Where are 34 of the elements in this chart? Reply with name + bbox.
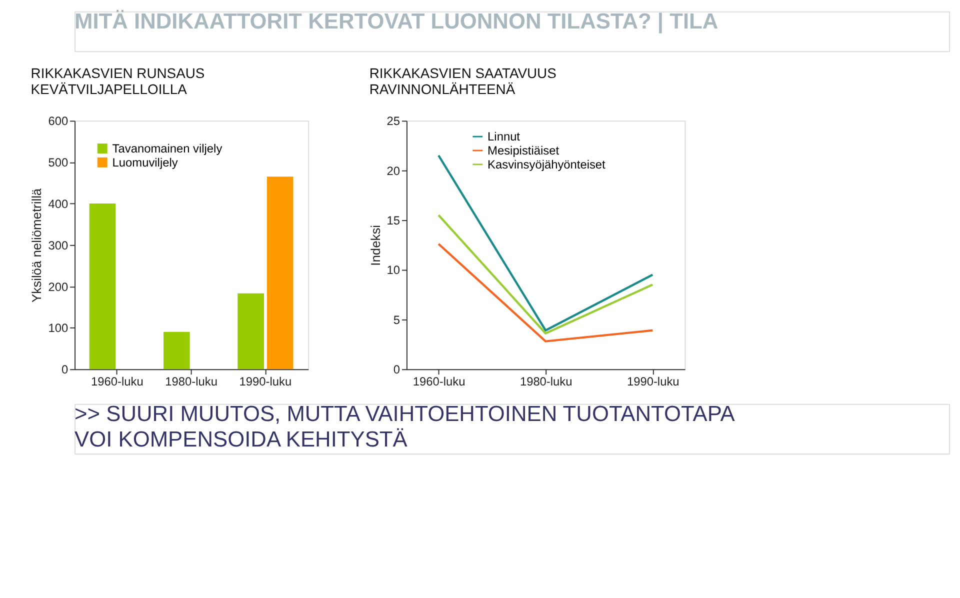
legend-label: Linnut bbox=[488, 130, 521, 144]
y-tick-label: 400 bbox=[48, 196, 68, 211]
x-tick-label: 1980-luku bbox=[165, 374, 218, 389]
x-tick-label: 1960-luku bbox=[412, 374, 466, 389]
x-tick-label: 1990-luku bbox=[626, 374, 680, 389]
chart-title: RIKKAKASVIEN RUNSAUS KEVÄTVILJAPELLOILLA bbox=[30, 64, 205, 97]
legend-label: Kasvinsyöjähyönteiset bbox=[488, 157, 606, 172]
y-tick-label: 0 bbox=[393, 362, 400, 377]
y-tick-label: 5 bbox=[393, 312, 400, 327]
y-tick-label: 10 bbox=[386, 263, 400, 278]
text: >> SUURI MUUTOS, MUTTA VAIHTOEHTOINEN TUOTANTOTAPA VOI KOMPENSOIDA KEHITYSTÄ bbox=[74, 400, 736, 452]
x-tick-label: 1990-luku bbox=[239, 374, 292, 389]
chart-title: RIKKAKASVIEN SAATAVUUS RAVINNONLÄHTEENÄ bbox=[369, 64, 556, 97]
y-tick-label: 15 bbox=[386, 214, 400, 228]
legend-label: Tavanomainen viljely bbox=[112, 141, 222, 156]
x-tick-label: 1980-luku bbox=[520, 374, 572, 389]
legend-label: Luomuviljely bbox=[112, 155, 178, 170]
y-tick-label: 200 bbox=[48, 280, 68, 294]
bar bbox=[164, 332, 190, 370]
bar bbox=[89, 204, 116, 370]
y-tick-label: 500 bbox=[48, 156, 68, 170]
text: MITÄ INDIKAATTORIT KERTOVAT LUONNON TILASTA? | TILA bbox=[74, 8, 718, 34]
y-tick-label: 0 bbox=[61, 362, 68, 377]
y-tick-label: 25 bbox=[386, 114, 400, 128]
legend-label: Mesipistiäiset bbox=[488, 143, 560, 158]
y-tick-label: 600 bbox=[48, 114, 68, 128]
y-tick-label: 300 bbox=[48, 238, 68, 252]
y-tick-label: 20 bbox=[386, 164, 400, 178]
bar bbox=[266, 176, 294, 370]
x-tick-label: 1960-luku bbox=[91, 374, 144, 389]
y-axis-title: Yksilöä neliömetrillä bbox=[29, 188, 44, 302]
y-axis-title: Indeksi bbox=[368, 224, 383, 266]
bar bbox=[238, 293, 264, 370]
y-tick-label: 100 bbox=[48, 321, 68, 336]
